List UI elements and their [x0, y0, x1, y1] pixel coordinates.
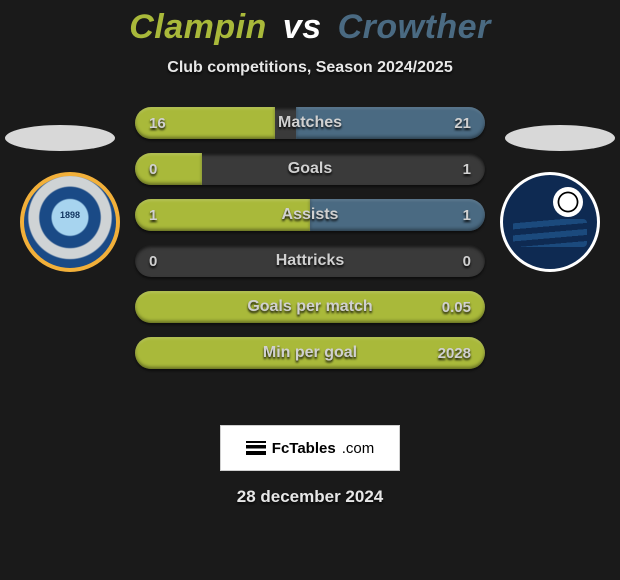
brand-name-a: FcTables: [272, 440, 336, 457]
player1-name: Clampin: [129, 8, 267, 46]
player2-name: Crowther: [338, 8, 491, 46]
badge-right-ball-icon: [553, 187, 583, 217]
player2-club-badge: [500, 172, 600, 272]
stat-row: 00Hattricks: [135, 245, 485, 277]
stat-label: Assists: [135, 199, 485, 231]
stat-label: Min per goal: [135, 337, 485, 369]
stat-label: Goals: [135, 153, 485, 185]
stat-row: 01Goals: [135, 153, 485, 185]
badge-right-graphic: [500, 172, 600, 272]
badge-right-waves-icon: [513, 219, 587, 247]
footer-brand: FcTables .com: [220, 425, 400, 471]
badge-left-graphic: 1898: [20, 172, 120, 272]
stat-row: 1621Matches: [135, 107, 485, 139]
vs-text: vs: [283, 8, 322, 46]
date-text: 28 december 2024: [0, 487, 620, 507]
player1-club-badge: 1898: [20, 172, 120, 272]
main-area: 1898 1621Matches 01Goals 11Assists 00Hattri…: [0, 107, 620, 407]
bars-icon: [246, 441, 266, 455]
root: Clampin vs Crowther Club competitions, S…: [0, 0, 620, 580]
stat-label: Goals per match: [135, 291, 485, 323]
page-title: Clampin vs Crowther: [0, 8, 620, 47]
stat-row: 11Assists: [135, 199, 485, 231]
brand-name-b: .com: [342, 440, 375, 457]
stat-label: Hattricks: [135, 245, 485, 277]
stat-label: Matches: [135, 107, 485, 139]
stat-row: 0.05Goals per match: [135, 291, 485, 323]
player2-ellipse: [505, 125, 615, 151]
badge-left-year: 1898: [60, 210, 80, 220]
subtitle: Club competitions, Season 2024/2025: [0, 59, 620, 77]
player1-ellipse: [5, 125, 115, 151]
stats-bars: 1621Matches 01Goals 11Assists 00Hattricks 0.…: [135, 107, 485, 383]
stat-row: 2028Min per goal: [135, 337, 485, 369]
